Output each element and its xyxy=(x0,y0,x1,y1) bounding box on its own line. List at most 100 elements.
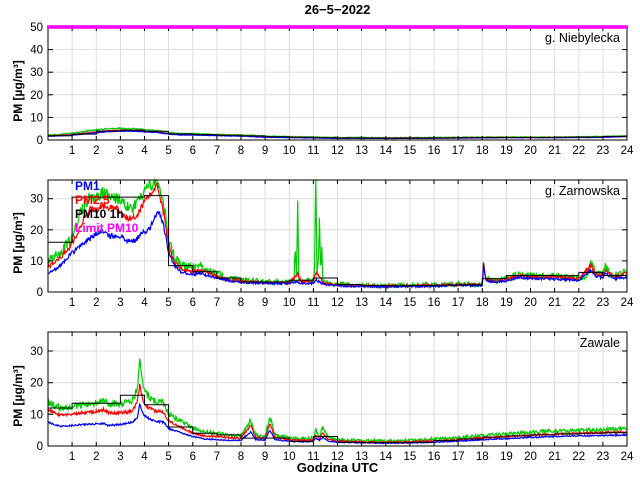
legend: PM1 PM2.5 PM10 1h Limit PM10 xyxy=(75,179,138,235)
x-tick-label: 19 xyxy=(500,297,513,309)
y-tick-label: 0 xyxy=(37,287,43,299)
x-tick-label: 4 xyxy=(141,297,148,309)
x-tick-label: 22 xyxy=(572,451,585,463)
x-axis-label: Godzina UTC xyxy=(296,460,379,475)
x-tick-label: 14 xyxy=(379,297,392,309)
series-pm10-1h-step xyxy=(48,394,627,444)
x-tick-label: 20 xyxy=(524,145,537,157)
y-tick-label: 0 xyxy=(37,441,43,453)
x-tick-label: 21 xyxy=(548,297,561,309)
x-tick-label: 3 xyxy=(117,451,123,463)
y-tick-label: 20 xyxy=(30,90,43,102)
x-tick-label: 21 xyxy=(548,451,561,463)
x-tick-label: 2 xyxy=(93,451,99,463)
y-tick-label: 30 xyxy=(30,346,43,358)
y-tick-label: 20 xyxy=(30,225,43,237)
y-axis-label: PM [µg/m³] xyxy=(11,60,25,122)
series-pm10-1h-step xyxy=(48,195,627,287)
x-tick-label: 23 xyxy=(597,451,610,463)
x-tick-label: 5 xyxy=(165,451,171,463)
x-tick-label: 15 xyxy=(404,145,417,157)
x-tick-label: 6 xyxy=(190,297,196,309)
y-tick-label: 0 xyxy=(37,135,43,147)
x-tick-label: 2 xyxy=(93,145,99,157)
x-tick-label: 19 xyxy=(500,145,513,157)
x-tick-label: 24 xyxy=(621,297,634,309)
x-tick-label: 15 xyxy=(404,297,417,309)
x-tick-label: 23 xyxy=(597,297,610,309)
x-tick-label: 11 xyxy=(307,297,319,309)
x-tick-label: 6 xyxy=(190,145,196,157)
x-tick-label: 13 xyxy=(355,451,368,463)
x-tick-label: 7 xyxy=(214,145,220,157)
x-tick-label: 12 xyxy=(331,451,344,463)
x-tick-label: 19 xyxy=(500,451,513,463)
y-tick-label: 30 xyxy=(30,67,43,79)
x-tick-label: 11 xyxy=(307,145,319,157)
x-tick-label: 5 xyxy=(165,297,171,309)
y-tick-label: 10 xyxy=(30,256,43,268)
x-tick-label: 1 xyxy=(69,145,75,157)
x-tick-label: 17 xyxy=(452,297,465,309)
x-tick-label: 12 xyxy=(331,297,344,309)
x-tick-label: 22 xyxy=(572,297,585,309)
x-tick-label: 14 xyxy=(379,451,392,463)
x-tick-label: 13 xyxy=(355,297,368,309)
series-pm1 xyxy=(47,210,628,290)
x-tick-label: 23 xyxy=(597,145,610,157)
x-tick-label: 4 xyxy=(141,451,148,463)
x-tick-label: 14 xyxy=(379,145,392,157)
x-tick-label: 9 xyxy=(262,297,268,309)
x-tick-label: 3 xyxy=(117,297,123,309)
x-tick-label: 20 xyxy=(524,451,537,463)
x-tick-label: 17 xyxy=(452,451,465,463)
x-tick-label: 11 xyxy=(307,451,319,463)
x-tick-label: 8 xyxy=(238,297,244,309)
x-tick-label: 9 xyxy=(262,451,268,463)
x-tick-label: 18 xyxy=(476,297,489,309)
legend-item-limit-pm10: Limit PM10 xyxy=(75,221,139,235)
x-tick-label: 22 xyxy=(572,145,585,157)
station-label-zawale: Zawale xyxy=(579,336,620,350)
x-tick-label: 1 xyxy=(69,451,75,463)
x-tick-label: 20 xyxy=(524,297,537,309)
x-tick-label: 12 xyxy=(331,145,344,157)
legend-item-pm1: PM1 xyxy=(75,179,100,193)
x-tick-label: 7 xyxy=(214,451,220,463)
x-tick-label: 3 xyxy=(117,145,123,157)
x-tick-label: 13 xyxy=(355,145,368,157)
series-pm10-1h-step xyxy=(48,129,627,139)
x-tick-label: 16 xyxy=(428,297,441,309)
x-tick-label: 5 xyxy=(165,145,171,157)
x-tick-label: 17 xyxy=(452,145,465,157)
x-tick-label: 6 xyxy=(190,451,196,463)
y-tick-label: 30 xyxy=(30,194,43,206)
y-tick-label: 40 xyxy=(30,45,43,57)
x-tick-label: 1 xyxy=(69,297,75,309)
x-tick-label: 18 xyxy=(476,145,489,157)
x-tick-label: 10 xyxy=(283,297,296,309)
chart-title: 26−5−2022 xyxy=(304,2,371,17)
y-tick-label: 10 xyxy=(30,112,43,124)
x-tick-label: 4 xyxy=(141,145,148,157)
y-axis-label: PM [µg/m³] xyxy=(11,212,25,274)
x-tick-label: 8 xyxy=(238,145,244,157)
y-tick-label: 20 xyxy=(30,378,43,390)
x-tick-label: 7 xyxy=(214,297,220,309)
x-tick-label: 9 xyxy=(262,145,268,157)
x-tick-label: 15 xyxy=(404,451,417,463)
x-tick-label: 10 xyxy=(283,451,296,463)
y-tick-label: 50 xyxy=(30,22,43,34)
x-tick-label: 8 xyxy=(238,451,244,463)
x-tick-label: 24 xyxy=(621,145,634,157)
x-tick-label: 2 xyxy=(93,297,99,309)
legend-item-pm10-1h: PM10 1h xyxy=(75,207,124,221)
x-tick-label: 18 xyxy=(476,451,489,463)
station-label-zarnowska: g. Zarnowska xyxy=(544,184,620,198)
station-label-niebylecka: g. Niebylecka xyxy=(544,31,620,45)
x-tick-label: 21 xyxy=(548,145,561,157)
x-tick-label: 16 xyxy=(428,145,441,157)
y-tick-label: 10 xyxy=(30,409,43,421)
y-axis-label: PM [µg/m³] xyxy=(11,365,25,427)
